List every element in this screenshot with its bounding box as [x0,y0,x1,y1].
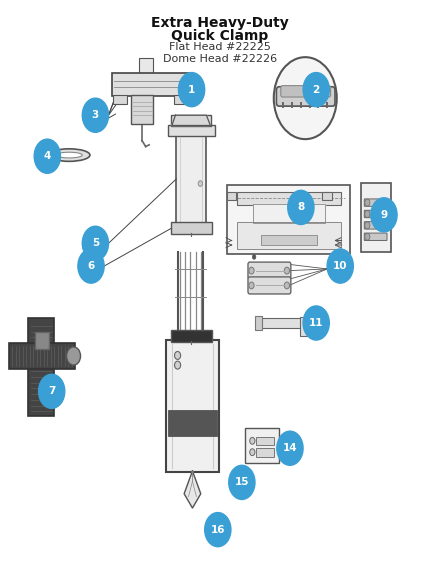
Circle shape [288,190,314,225]
FancyBboxPatch shape [237,192,341,205]
FancyBboxPatch shape [248,277,291,294]
FancyBboxPatch shape [171,331,212,342]
FancyBboxPatch shape [139,58,153,73]
FancyBboxPatch shape [323,192,332,200]
Circle shape [303,73,329,107]
Circle shape [229,465,255,499]
Circle shape [66,347,81,365]
FancyBboxPatch shape [276,87,335,106]
FancyBboxPatch shape [35,332,49,349]
Circle shape [277,431,303,465]
Circle shape [249,267,254,274]
FancyBboxPatch shape [168,125,215,136]
Text: 11: 11 [309,318,323,328]
FancyBboxPatch shape [171,223,212,233]
Circle shape [198,181,202,186]
Circle shape [82,98,109,132]
Polygon shape [184,471,201,508]
Circle shape [39,374,65,408]
Circle shape [249,282,254,289]
Text: 8: 8 [297,202,304,212]
Circle shape [250,449,255,456]
FancyBboxPatch shape [168,410,217,436]
FancyBboxPatch shape [227,192,236,200]
FancyBboxPatch shape [166,340,219,472]
Text: Quick Clamp: Quick Clamp [171,29,269,43]
FancyBboxPatch shape [301,317,308,336]
FancyBboxPatch shape [248,262,291,279]
Ellipse shape [48,149,90,161]
FancyBboxPatch shape [131,95,153,124]
FancyBboxPatch shape [227,185,350,253]
FancyBboxPatch shape [364,222,387,229]
FancyBboxPatch shape [172,114,211,126]
Text: Dome Head #22226: Dome Head #22226 [163,54,277,63]
Text: 9: 9 [381,210,388,220]
FancyBboxPatch shape [364,210,387,218]
Text: 5: 5 [92,239,99,248]
Circle shape [303,306,329,340]
FancyBboxPatch shape [256,437,274,446]
FancyBboxPatch shape [255,316,262,330]
Circle shape [365,210,370,217]
FancyBboxPatch shape [361,183,391,252]
FancyBboxPatch shape [114,95,127,105]
Circle shape [365,233,370,240]
Circle shape [175,361,181,369]
FancyBboxPatch shape [9,344,75,368]
Circle shape [327,249,353,283]
FancyBboxPatch shape [258,318,306,328]
FancyBboxPatch shape [364,199,387,206]
Text: 10: 10 [333,261,348,271]
Text: 1: 1 [188,85,195,94]
Text: 15: 15 [235,478,249,487]
FancyBboxPatch shape [245,428,279,463]
Ellipse shape [56,152,82,158]
Circle shape [179,73,205,107]
Circle shape [78,249,104,283]
Circle shape [274,57,337,139]
FancyBboxPatch shape [29,319,54,416]
FancyBboxPatch shape [113,73,190,96]
Polygon shape [172,115,210,125]
FancyBboxPatch shape [261,235,317,245]
Circle shape [34,139,60,173]
Circle shape [253,255,256,259]
Circle shape [205,513,231,547]
Text: 7: 7 [48,386,55,396]
FancyBboxPatch shape [281,86,330,97]
Text: 3: 3 [92,110,99,120]
FancyBboxPatch shape [256,448,274,457]
Circle shape [371,198,397,232]
Circle shape [284,267,290,274]
FancyBboxPatch shape [174,95,187,105]
Text: 14: 14 [282,443,297,453]
Circle shape [365,222,370,229]
FancyBboxPatch shape [364,233,387,240]
Circle shape [284,282,290,289]
Circle shape [175,351,181,359]
FancyBboxPatch shape [173,236,208,252]
Polygon shape [253,204,325,224]
Circle shape [250,438,255,444]
Text: 4: 4 [44,151,51,161]
FancyBboxPatch shape [237,223,341,249]
Text: 6: 6 [88,261,95,271]
Text: 16: 16 [211,525,225,535]
FancyBboxPatch shape [176,135,206,225]
Circle shape [365,199,370,206]
Circle shape [82,227,109,260]
Text: Flat Head #22225: Flat Head #22225 [169,42,271,53]
Text: 2: 2 [312,85,320,94]
Text: Extra Heavy-Duty: Extra Heavy-Duty [151,16,289,30]
